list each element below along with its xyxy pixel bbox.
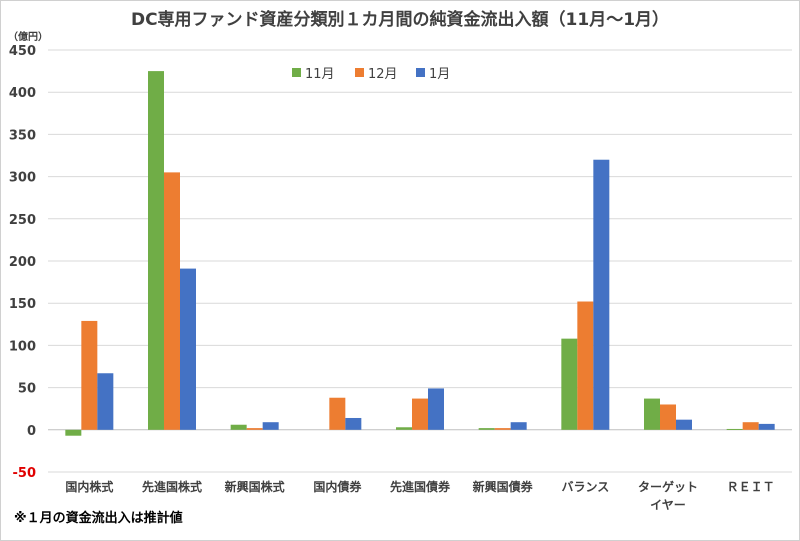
x-category-label: 先進国債券 — [390, 479, 451, 494]
x-category-label: 国内株式 — [65, 479, 113, 494]
bar-1-9 — [726, 428, 743, 430]
bar-3-1 — [97, 373, 114, 430]
bar-2-6 — [494, 428, 511, 430]
bar-1-5 — [396, 427, 412, 430]
x-category-label: ターゲットイヤー — [638, 479, 698, 512]
legend-swatch — [355, 68, 364, 77]
legend-label: 11月 — [305, 67, 335, 82]
x-category-label: 先進国株式 — [142, 479, 202, 494]
x-category-label: 新興国債券 — [473, 479, 534, 494]
bar-3-6 — [510, 422, 527, 430]
y-tick-label: 350 — [9, 128, 36, 143]
y-tick-label: -50 — [13, 466, 37, 481]
bar-2-1 — [81, 320, 98, 430]
bar-1-1 — [65, 429, 82, 436]
x-category-label: バランス — [561, 480, 609, 494]
bar-2-3 — [246, 428, 263, 430]
legend-swatch — [416, 68, 425, 77]
bar-2-5 — [412, 398, 428, 430]
bar-1-3 — [230, 424, 247, 430]
x-category-label: 国内債券 — [313, 479, 362, 494]
bar-2-9 — [742, 422, 759, 430]
footnote: ※１月の資金流出入は推計値 — [14, 510, 183, 526]
bar-3-7 — [593, 159, 610, 430]
bar-1-7 — [561, 338, 578, 430]
bar-2-4 — [329, 397, 346, 430]
bar-1-6 — [478, 428, 495, 430]
bar-1-8 — [644, 398, 660, 430]
legend-label: 1月 — [429, 67, 450, 82]
bar-2-8 — [660, 404, 676, 430]
chart-title: DC専用ファンド資産分類別１カ月間の純資金流出入額（11月〜1月） — [131, 9, 669, 30]
y-tick-label: 400 — [9, 86, 36, 101]
y-tick-label: 100 — [9, 339, 36, 354]
bar-3-4 — [345, 417, 362, 430]
y-tick-label: 150 — [9, 297, 36, 312]
x-axis-categories: 国内株式 先進国株式 新興国株式 国内債券 先進国債券 新興国債券 バランス ターゲットイヤー… — [65, 479, 774, 512]
y-tick-label: 300 — [9, 171, 36, 186]
bar-3-3 — [262, 422, 279, 430]
bar-3-2 — [180, 268, 196, 430]
y-axis-ticks: -50 0 50 100 150 200 250 300 350 400 450 — [9, 44, 36, 481]
y-axis-unit-label: （億円） — [8, 30, 48, 43]
x-category-label: 新興国株式 — [225, 479, 285, 494]
y-tick-label: 200 — [9, 255, 36, 270]
bar-3-9 — [758, 423, 775, 430]
bars — [65, 71, 775, 436]
bar-2-7 — [577, 301, 594, 430]
y-tick-label: 50 — [18, 382, 36, 397]
bar-3-5 — [428, 388, 444, 430]
y-tick-label: 0 — [27, 424, 36, 439]
bar-3-8 — [676, 419, 692, 430]
legend-swatch — [292, 68, 301, 77]
legend: 11月 12月 1月 — [292, 67, 450, 82]
x-category-label: ＲＥＩＴ — [727, 480, 775, 494]
y-tick-label: 250 — [9, 213, 36, 228]
bar-2-2 — [164, 172, 180, 430]
bar-1-2 — [148, 71, 164, 430]
y-tick-label: 450 — [9, 44, 36, 59]
legend-label: 12月 — [368, 67, 398, 82]
